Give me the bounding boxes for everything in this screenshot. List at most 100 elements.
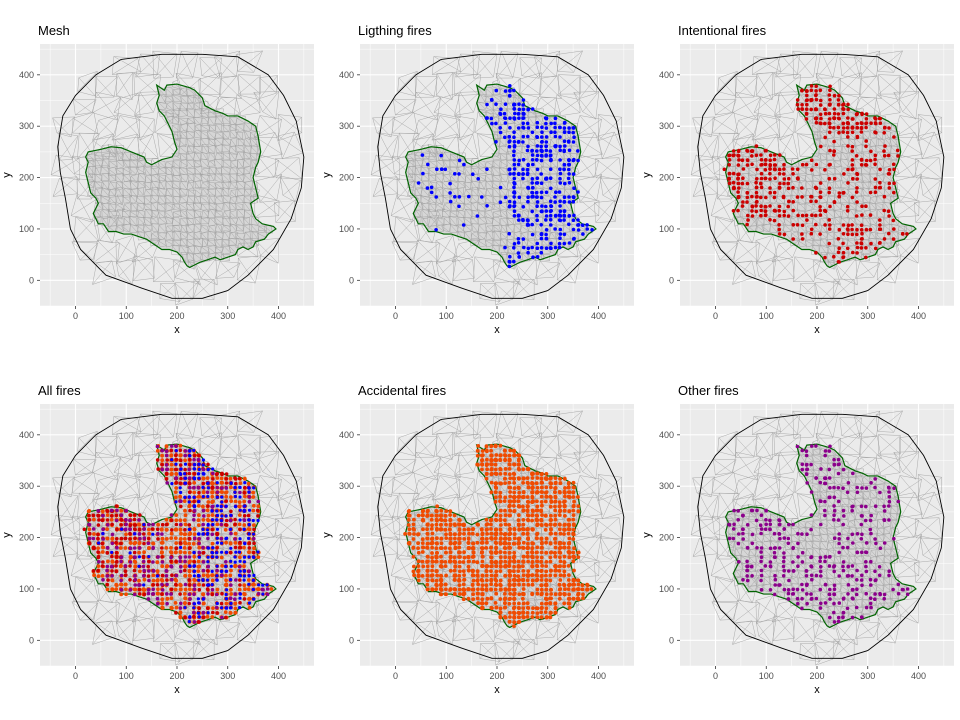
fire-point [151, 546, 155, 551]
x-tick-label: 0 [393, 671, 398, 681]
fire-point [526, 199, 530, 204]
fire-point [516, 162, 521, 167]
fire-point [448, 518, 453, 523]
fire-point [809, 194, 813, 199]
fire-point [187, 601, 191, 606]
y-axis-label: y [641, 172, 653, 178]
fire-point [160, 540, 165, 545]
fire-point [174, 559, 178, 564]
fire-point [823, 121, 827, 126]
fire-point [851, 471, 855, 476]
mesh-triangulation [370, 50, 624, 306]
fire-point [489, 490, 494, 495]
fire-point [137, 541, 142, 546]
fire-point [525, 615, 530, 619]
fire-point [448, 541, 453, 546]
fire-point [540, 564, 544, 568]
fire-point [832, 107, 837, 111]
fire-point [215, 568, 219, 573]
fire-point [539, 536, 544, 541]
fire-point [517, 527, 522, 532]
fire-point [411, 522, 416, 527]
fire-point [420, 550, 425, 554]
fire-point [778, 536, 782, 541]
fire-point [407, 509, 412, 513]
fire-point [247, 550, 251, 555]
fire-point [868, 527, 873, 532]
fire-point [457, 577, 462, 582]
fire-point [544, 494, 549, 499]
fire-point [572, 554, 576, 559]
fire-point [237, 504, 242, 509]
fire-point [238, 527, 242, 532]
fire-point [169, 518, 174, 522]
fire-point [841, 250, 846, 255]
fire-point [841, 241, 845, 246]
fire-point [114, 587, 119, 591]
fire-point [572, 157, 576, 162]
fire-point [219, 476, 224, 481]
fire-point [201, 490, 206, 495]
fire-point [804, 162, 809, 167]
fire-point [530, 573, 534, 578]
fire-point [192, 467, 196, 471]
fire-point [819, 144, 823, 149]
fire-point [489, 444, 494, 449]
fire-point [434, 583, 439, 587]
fire-point [485, 457, 489, 462]
fire-point [100, 550, 105, 554]
fire-point [484, 517, 489, 522]
fire-point [480, 578, 485, 583]
fire-point [493, 490, 498, 495]
fire-point [508, 254, 512, 259]
fire-point [435, 569, 439, 573]
fire-point [512, 499, 516, 503]
fire-point [174, 546, 179, 550]
fire-point [828, 148, 832, 153]
fire-point [192, 583, 197, 588]
fire-point [480, 583, 485, 587]
fire-point [896, 499, 901, 504]
fire-point [178, 527, 183, 532]
fire-point [818, 213, 823, 217]
fire-point [540, 513, 544, 517]
fire-point [549, 513, 553, 518]
fire-point [210, 509, 214, 513]
fire-point [512, 591, 517, 596]
fire-point [553, 536, 558, 541]
fire-point [430, 545, 434, 550]
fire-point [503, 453, 507, 457]
fire-point [471, 592, 475, 597]
fire-point [187, 536, 192, 541]
fire-point [553, 513, 558, 518]
x-tick-label: 100 [759, 311, 774, 321]
fire-point [773, 153, 777, 157]
fire-point [507, 523, 512, 527]
fire-point [169, 531, 174, 536]
fire-point [828, 597, 832, 601]
fire-point [804, 107, 809, 111]
fire-point [558, 176, 562, 181]
fire-point [873, 157, 877, 162]
fire-point [242, 578, 246, 582]
fire-point [242, 560, 247, 564]
fire-point [516, 237, 521, 241]
fire-point [174, 541, 179, 545]
fire-point [837, 191, 842, 195]
fire-point [215, 509, 219, 513]
fire-point [540, 135, 544, 139]
fire-point [220, 486, 224, 490]
fire-point [233, 564, 238, 568]
fire-point [736, 541, 741, 546]
fire-point [535, 611, 540, 615]
fire-point [228, 550, 233, 555]
fire-point [453, 172, 457, 176]
fire-point [237, 500, 242, 504]
fire-point [210, 527, 214, 532]
fire-point [211, 606, 215, 610]
fire-point [229, 531, 233, 536]
fire-point [484, 472, 489, 476]
fire-point [548, 149, 553, 153]
fire-point [736, 181, 740, 186]
fire-point [503, 457, 507, 462]
